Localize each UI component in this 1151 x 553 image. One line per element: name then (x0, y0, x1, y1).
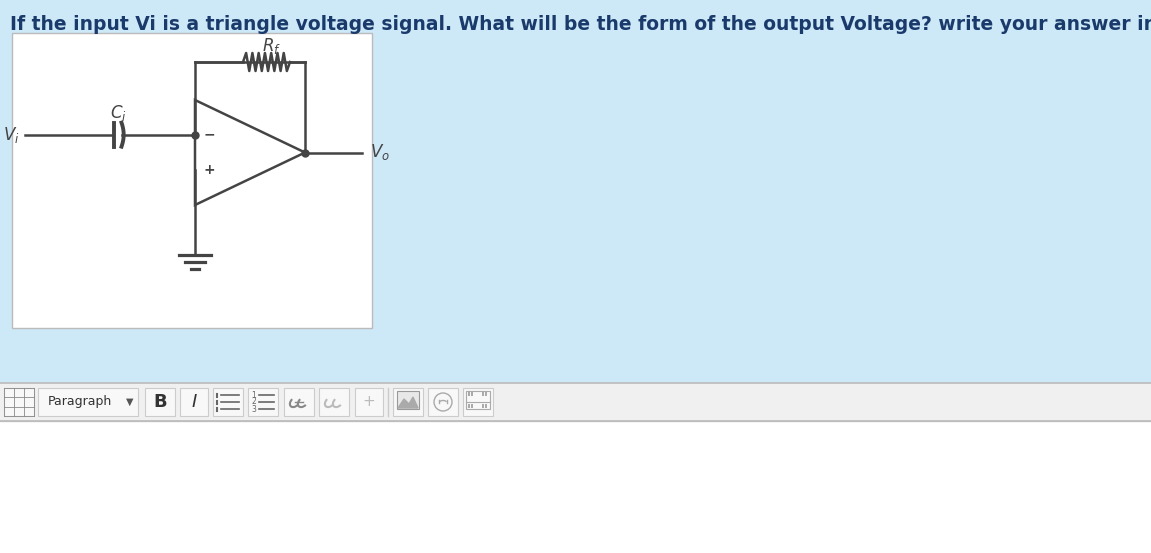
Bar (468, 404, 470, 408)
Text: $R_f$: $R_f$ (262, 36, 281, 56)
Text: $V_i$: $V_i$ (3, 124, 20, 145)
Bar (397, 391, 419, 409)
Text: B: B (153, 393, 167, 411)
Bar (12, 33, 372, 328)
Bar (319, 388, 349, 416)
Bar (468, 392, 470, 396)
Bar (485, 392, 487, 396)
Bar (463, 388, 493, 416)
Bar (482, 392, 485, 396)
Bar (428, 388, 458, 416)
Bar (355, 388, 383, 416)
Bar (145, 388, 175, 416)
Bar (38, 388, 138, 416)
Text: Paragraph: Paragraph (48, 395, 113, 409)
Text: If the input Vi is a triangle voltage signal. What will be the form of the outpu: If the input Vi is a triangle voltage si… (10, 15, 1151, 34)
Bar (213, 388, 243, 416)
Text: 1: 1 (252, 390, 257, 399)
Bar (247, 388, 279, 416)
Text: 2: 2 (252, 398, 257, 406)
Bar (485, 404, 487, 408)
Bar (471, 404, 473, 408)
Text: I: I (191, 393, 197, 411)
Text: $C_i$: $C_i$ (109, 103, 127, 123)
Bar (0, 383, 1151, 421)
Polygon shape (398, 397, 418, 408)
Bar (392, 388, 424, 416)
Bar (284, 388, 314, 416)
Text: 3: 3 (252, 404, 257, 414)
Text: +: + (204, 163, 215, 178)
Bar (0, 421, 1151, 553)
Bar (3, 388, 35, 416)
Bar (471, 392, 473, 396)
Text: +: + (363, 394, 375, 410)
Bar (466, 391, 490, 409)
Text: −: − (204, 128, 215, 142)
Bar (180, 388, 208, 416)
Text: ▼: ▼ (127, 397, 134, 407)
Bar (482, 404, 485, 408)
Text: $V_o$: $V_o$ (369, 143, 390, 163)
